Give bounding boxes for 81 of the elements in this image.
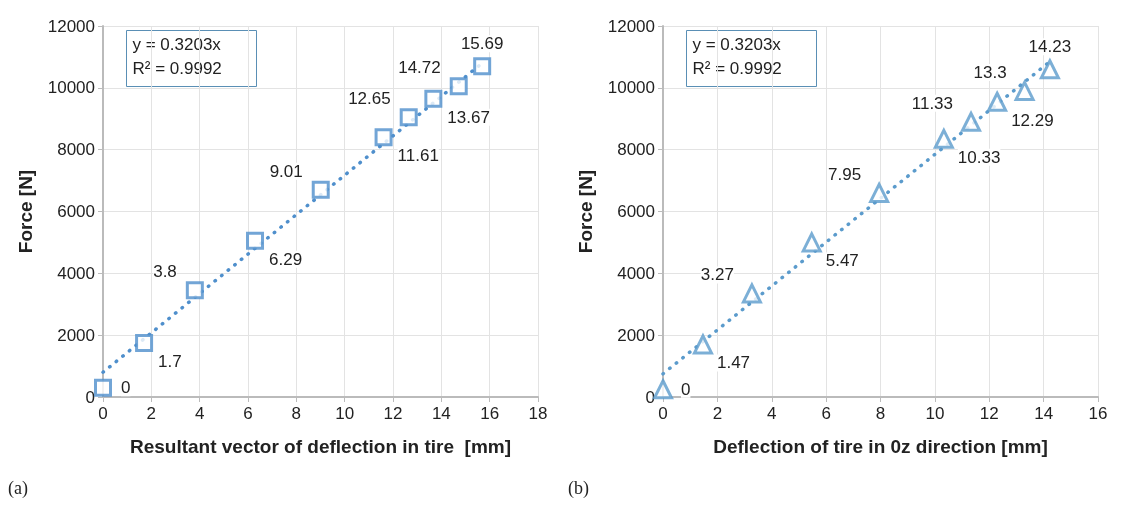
annotation: 12.65 [348,89,391,109]
y-tick-label: 8000 [617,140,655,160]
text: (a) [8,478,28,499]
point [449,77,468,96]
x-tick-label: 0 [98,404,108,423]
point [473,57,492,76]
annotation: y = 0.3203x [692,34,782,54]
point [987,91,1008,112]
point [741,283,762,304]
annotation: 0 [121,378,131,398]
x-tick-label: 8 [875,404,886,423]
annotation: 5.47 [825,251,859,271]
y-tick-label: 0 [645,387,655,407]
point [801,232,822,253]
x-tick-label: 16 [1088,404,1108,423]
x-tick-label: 2 [146,404,157,423]
x-tick-label: 14 [431,404,451,423]
annotation: 1.7 [158,351,182,371]
annotation: 9.01 [269,161,303,181]
x-tick-label: 10 [925,404,945,423]
point [869,182,890,203]
annotation: 3.8 [153,262,177,282]
annotation: 13.3 [973,62,1007,82]
point [185,281,204,300]
text: (b) [568,478,589,499]
point [1039,59,1060,80]
point [653,379,673,400]
annotation: R² = 0.9992 [132,58,222,78]
x-tick-label: 10 [335,404,355,423]
y-tick-label: 6000 [617,202,655,221]
point [961,111,982,132]
x-tick-label: 12 [383,404,403,423]
annotation: 10.33 [957,147,1001,167]
x-tick-label: 8 [291,404,302,423]
annotation: 14.23 [1028,37,1072,57]
point [246,231,265,250]
point [135,333,154,352]
y-tick-label: 12000 [607,16,655,36]
y-tick-label: 2000 [57,325,95,345]
annotation: 1.47 [716,353,751,373]
annotation: 3.27 [700,265,734,285]
y-tick-label: 10000 [607,78,655,98]
y-axis-title: Force [N] [575,169,596,254]
y-tick-label: 4000 [57,263,95,283]
y-tick-label: 12000 [47,16,95,36]
x-tick-label: 6 [243,404,253,423]
annotation: 14.72 [398,58,441,78]
y-tick-label: 10000 [47,78,95,98]
x-tick-label: 16 [480,404,500,423]
y-tick-label: 8000 [57,140,95,160]
x-axis-title: Resultant vector of deflection in tire [mm] [129,436,512,457]
annotation: 11.61 [397,146,439,166]
annotation: 11.33 [911,93,954,113]
x-tick-label: 12 [979,404,999,423]
annotation: 13.67 [447,107,490,127]
point [1014,80,1035,101]
x-tick-label: 4 [767,404,777,423]
x-tick-label: 6 [821,404,831,423]
annotation: 6.29 [269,249,303,269]
point [94,378,112,397]
x-tick-label: 2 [712,404,723,423]
y-tick-label: 4000 [617,263,655,283]
annotation: 15.69 [460,34,504,54]
x-axis-title: Deflection of tire in 0z direction [mm] [713,436,1048,457]
point [933,128,954,149]
point [399,108,418,127]
annotation: 12.29 [1011,110,1054,130]
annotation: 7.95 [828,164,862,184]
point [374,128,393,147]
y-axis-title: Force [N] [15,169,36,254]
x-tick-label: 0 [658,404,668,423]
annotation: 0 [681,379,691,399]
point [424,89,443,108]
y-tick-label: 0 [85,387,95,407]
x-tick-label: 4 [194,404,205,423]
y-tick-label: 2000 [617,325,655,345]
y-tick-label: 6000 [57,202,95,221]
point [692,334,713,355]
x-tick-label: 18 [528,404,548,423]
x-tick-label: 14 [1034,404,1054,423]
point [311,180,330,199]
